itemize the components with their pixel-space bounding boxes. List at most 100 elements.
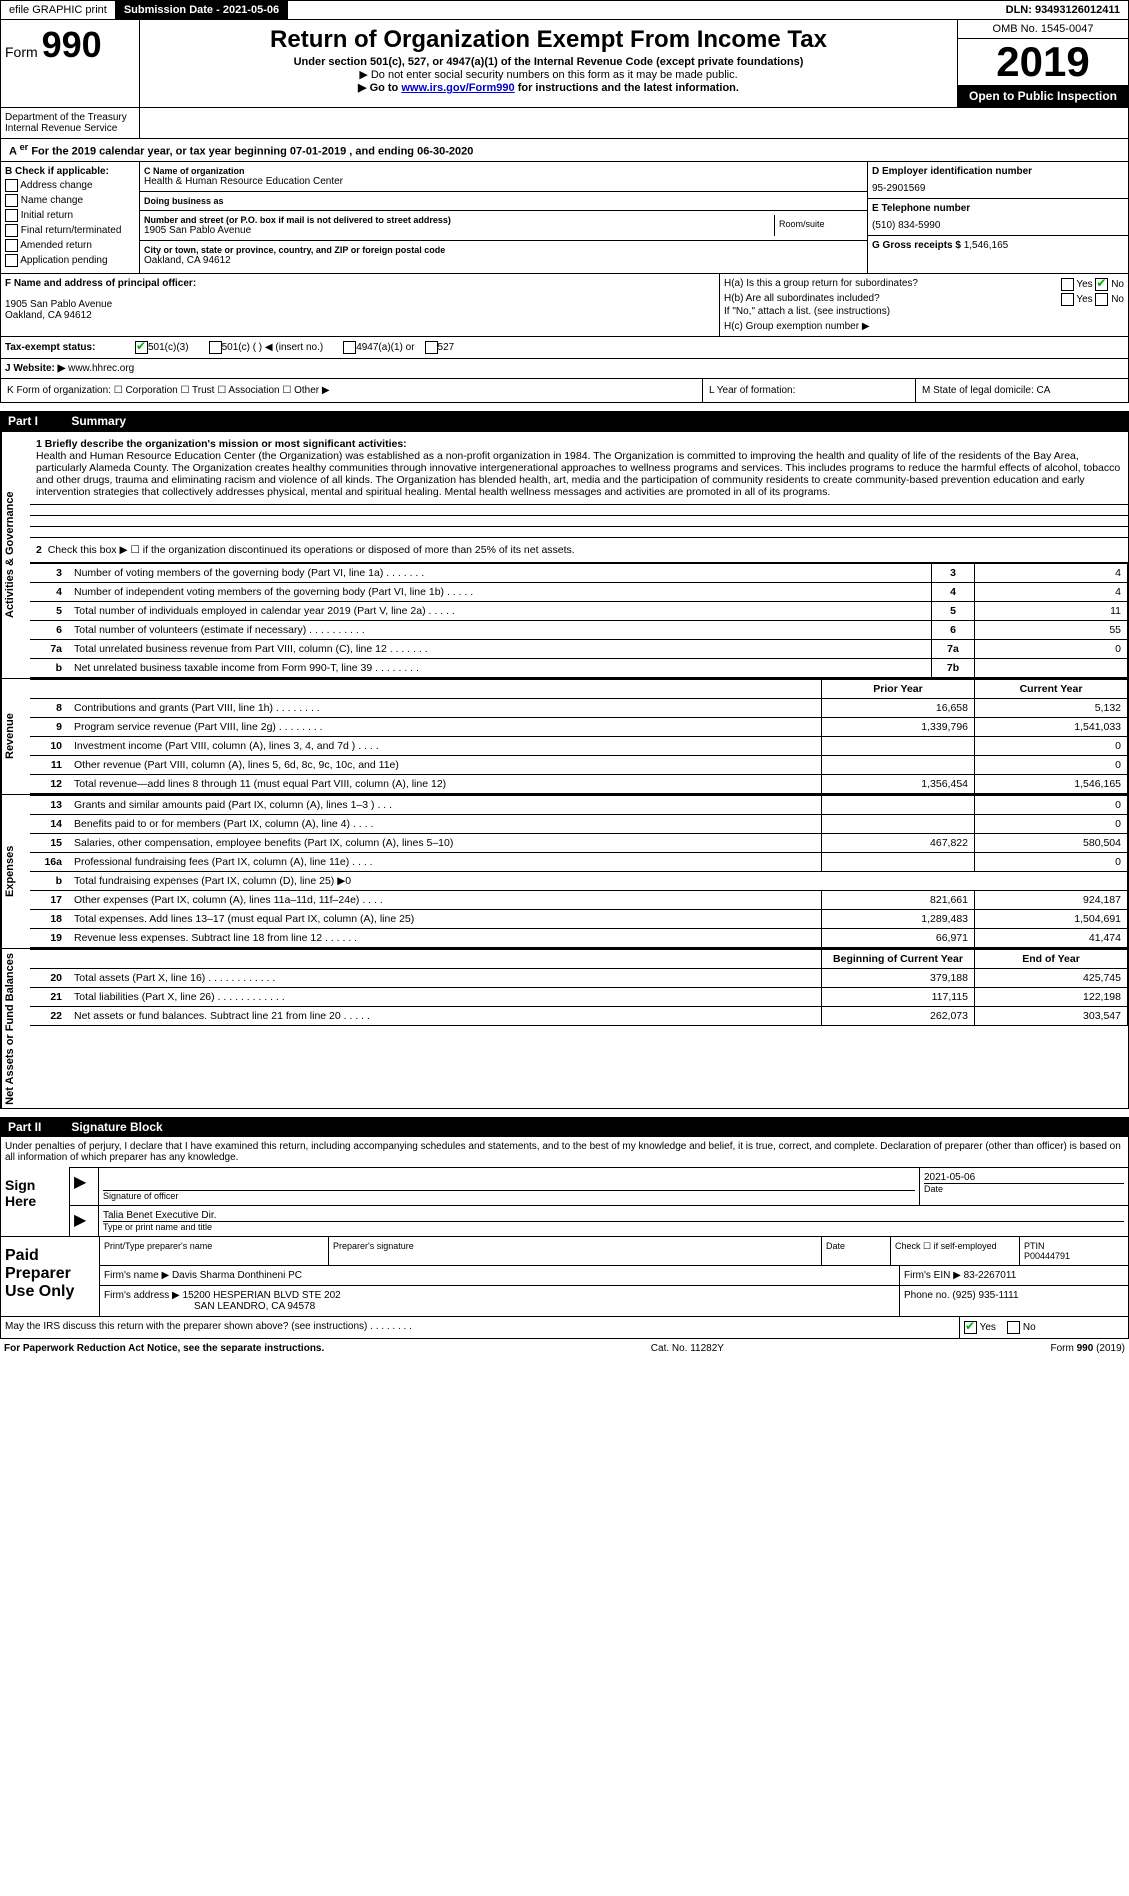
ptin-cell: PTIN P00444791: [1020, 1237, 1128, 1265]
officer-name-title: Talia Benet Executive Dir.: [103, 1210, 1124, 1221]
mission-block: 1 Briefly describe the organization's mi…: [30, 432, 1128, 505]
line2-block: 2 Check this box ▶ ☐ if the organization…: [30, 538, 1128, 563]
mission-text: Health and Human Resource Education Cent…: [36, 450, 1122, 498]
firm-name: Davis Sharma Donthineni PC: [172, 1270, 302, 1281]
tax-year: 2019: [958, 39, 1128, 85]
line2-text: Check this box ▶ ☐ if the organization d…: [48, 544, 575, 556]
hb-no-cb[interactable]: [1095, 293, 1108, 306]
cb-final-return[interactable]: Final return/terminated: [5, 224, 135, 237]
side-revenue: Revenue: [1, 679, 30, 794]
ein-label: D Employer identification number: [872, 166, 1124, 177]
cb-4947[interactable]: [343, 341, 356, 354]
city-value: Oakland, CA 94612: [144, 255, 863, 266]
part1-body: Activities & Governance 1 Briefly descri…: [0, 431, 1129, 679]
sign-here-label: Sign Here: [1, 1167, 70, 1236]
cb-initial-return[interactable]: Initial return: [5, 209, 135, 222]
tax-status-label: Tax-exempt status:: [5, 342, 135, 353]
open-public-badge: Open to Public Inspection: [958, 85, 1128, 107]
check-header: B Check if applicable:: [5, 166, 135, 177]
form-word: Form: [5, 44, 38, 60]
ha-no-cb[interactable]: [1095, 278, 1108, 291]
table-row: 6Total number of volunteers (estimate if…: [30, 620, 1128, 639]
firm-name-row: Firm's name ▶ Davis Sharma Donthineni PC…: [100, 1266, 1128, 1286]
sig-officer-label: Signature of officer: [103, 1190, 915, 1201]
net-lines: Beginning of Current YearEnd of Year 20T…: [30, 949, 1128, 1026]
cb-amended-return[interactable]: Amended return: [5, 239, 135, 252]
line1-label: 1 Briefly describe the organization's mi…: [36, 438, 1122, 450]
discuss-no-cb[interactable]: [1007, 1321, 1020, 1334]
k-l-m-row: K Form of organization: ☐ Corporation ☐ …: [0, 379, 1129, 403]
table-row: 14Benefits paid to or for members (Part …: [30, 814, 1128, 833]
gross-label: G Gross receipts $: [872, 240, 961, 251]
table-row: 17Other expenses (Part IX, column (A), l…: [30, 890, 1128, 909]
table-header: Prior YearCurrent Year: [30, 679, 1128, 698]
cb-application-pending[interactable]: Application pending: [5, 254, 135, 267]
form-subtitle: Under section 501(c), 527, or 4947(a)(1)…: [144, 56, 953, 68]
officer-type-label: Type or print name and title: [103, 1221, 1124, 1232]
firm-phone: (925) 935-1111: [952, 1290, 1018, 1301]
firm-name-label: Firm's name ▶: [104, 1270, 169, 1281]
table-row: 21Total liabilities (Part X, line 26) . …: [30, 987, 1128, 1006]
city-block: City or town, state or province, country…: [140, 241, 867, 270]
cb-address-change[interactable]: Address change: [5, 179, 135, 192]
org-name: Health & Human Resource Education Center: [144, 176, 863, 187]
firm-ein: 83-2267011: [964, 1270, 1017, 1281]
prep-date-label: Date: [822, 1237, 891, 1265]
blank-line-3: [30, 527, 1128, 538]
table-row: 20Total assets (Part X, line 16) . . . .…: [30, 968, 1128, 987]
org-name-block: C Name of organization Health & Human Re…: [140, 162, 867, 192]
hc-row: H(c) Group exemption number ▶: [724, 321, 1124, 332]
officer-name-row: ▶ Talia Benet Executive Dir. Type or pri…: [70, 1205, 1128, 1236]
cb-501c[interactable]: [209, 341, 222, 354]
footer-left: For Paperwork Reduction Act Notice, see …: [4, 1343, 324, 1354]
firm-ein-label: Firm's EIN ▶: [904, 1270, 961, 1281]
paid-preparer-label: Paid Preparer Use Only: [1, 1237, 100, 1316]
discuss-text: May the IRS discuss this return with the…: [1, 1317, 960, 1338]
cb-name-change[interactable]: Name change: [5, 194, 135, 207]
year-cell: OMB No. 1545-0047 2019 Open to Public In…: [957, 20, 1128, 107]
table-row: bTotal fundraising expenses (Part IX, co…: [30, 871, 1128, 890]
tax-status-row: Tax-exempt status: 501(c)(3) 501(c) ( ) …: [0, 337, 1129, 359]
expense-lines: 13Grants and similar amounts paid (Part …: [30, 795, 1128, 948]
side-governance: Activities & Governance: [1, 432, 30, 678]
hb-note: If "No," attach a list. (see instruction…: [724, 306, 1124, 317]
firm-addr-label: Firm's address ▶: [104, 1290, 180, 1301]
submission-date-button[interactable]: Submission Date - 2021-05-06: [116, 1, 288, 19]
blank-line-2: [30, 516, 1128, 527]
gov-lines: 3Number of voting members of the governi…: [30, 563, 1128, 678]
arrow-icon: ▶: [74, 1212, 86, 1229]
instructions-link[interactable]: www.irs.gov/Form990: [401, 82, 514, 94]
hb-yes-cb[interactable]: [1061, 293, 1074, 306]
street-label: Number and street (or P.O. box if mail i…: [144, 215, 774, 225]
phone-value: (510) 834-5990: [872, 220, 1124, 231]
gross-receipts-block: G Gross receipts $ 1,546,165: [868, 235, 1128, 255]
form-of-org: K Form of organization: ☐ Corporation ☐ …: [1, 379, 702, 402]
discuss-yes-cb[interactable]: [964, 1321, 977, 1334]
part1-title: Summary: [71, 414, 126, 428]
omb-number: OMB No. 1545-0047: [958, 20, 1128, 39]
street-value: 1905 San Pablo Avenue: [144, 225, 774, 236]
part1-header: Part I Summary: [0, 411, 1129, 431]
table-row: 12Total revenue—add lines 8 through 11 (…: [30, 774, 1128, 793]
declaration-text: Under penalties of perjury, I declare th…: [1, 1137, 1128, 1167]
table-row: 10Investment income (Part VIII, column (…: [30, 736, 1128, 755]
table-row: 11Other revenue (Part VIII, column (A), …: [30, 755, 1128, 774]
cb-501c3[interactable]: [135, 341, 148, 354]
preparer-grid: Paid Preparer Use Only Print/Type prepar…: [1, 1236, 1128, 1316]
name-column: C Name of organization Health & Human Re…: [140, 162, 867, 273]
ein-value: 95-2901569: [872, 183, 1124, 194]
table-row: 13Grants and similar amounts paid (Part …: [30, 795, 1128, 814]
check-if-applicable: B Check if applicable: Address change Na…: [1, 162, 140, 273]
table-row: 16aProfessional fundraising fees (Part I…: [30, 852, 1128, 871]
cb-527[interactable]: [425, 341, 438, 354]
dept-label: Department of the Treasury Internal Reve…: [1, 108, 140, 138]
table-row: 15Salaries, other compensation, employee…: [30, 833, 1128, 852]
h-section: H(a) Is this a group return for subordin…: [720, 274, 1128, 336]
expenses-block: Expenses 13Grants and similar amounts pa…: [0, 795, 1129, 949]
revenue-block: Revenue Prior YearCurrent Year 8Contribu…: [0, 679, 1129, 795]
dba-block: Doing business as: [140, 192, 867, 211]
gross-value: 1,546,165: [964, 240, 1009, 251]
ha-yes-cb[interactable]: [1061, 278, 1074, 291]
side-net-assets: Net Assets or Fund Balances: [1, 949, 30, 1109]
footer-right: Form 990 (2019): [1051, 1343, 1125, 1354]
